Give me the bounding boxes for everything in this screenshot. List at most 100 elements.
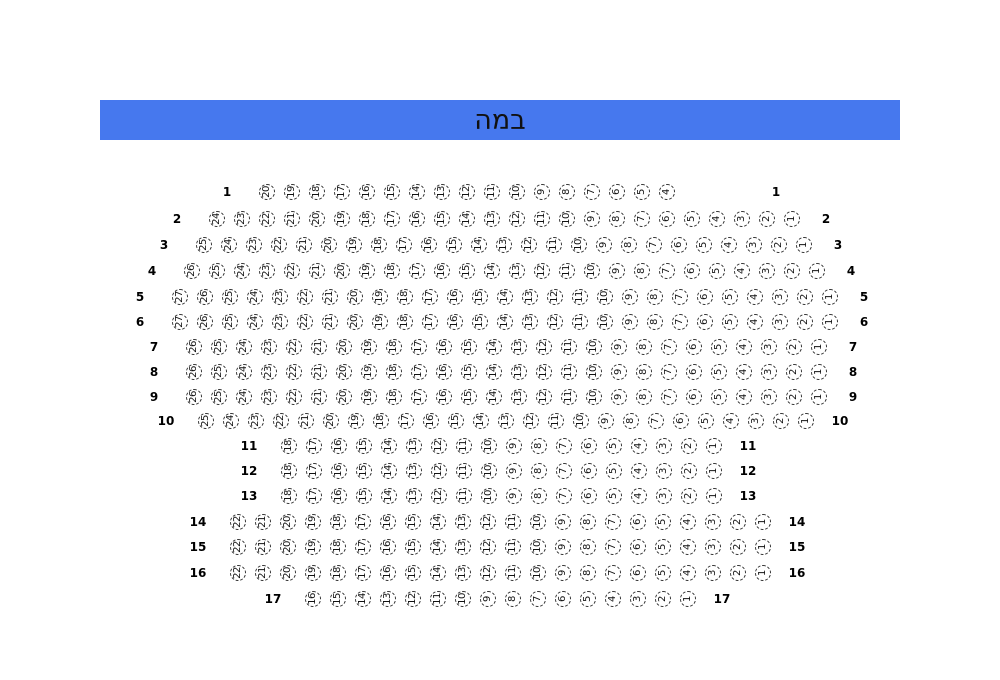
seat-row-3-7[interactable]: 7 bbox=[646, 237, 662, 253]
seat-row-3-13[interactable]: 13 bbox=[496, 237, 512, 253]
seat-row-14-14[interactable]: 14 bbox=[430, 514, 446, 530]
seat-row-2-5[interactable]: 5 bbox=[684, 211, 700, 227]
seat-row-11-10[interactable]: 10 bbox=[481, 438, 497, 454]
seat-row-9-11[interactable]: 11 bbox=[561, 389, 577, 405]
seat-row-10-19[interactable]: 19 bbox=[348, 413, 364, 429]
seat-row-2-6[interactable]: 6 bbox=[659, 211, 675, 227]
seat-row-15-9[interactable]: 9 bbox=[555, 539, 571, 555]
seat-row-14-9[interactable]: 9 bbox=[555, 514, 571, 530]
seat-row-9-3[interactable]: 3 bbox=[761, 389, 777, 405]
seat-row-9-22[interactable]: 22 bbox=[286, 389, 302, 405]
seat-row-5-13[interactable]: 13 bbox=[522, 289, 538, 305]
seat-row-2-16[interactable]: 16 bbox=[409, 211, 425, 227]
seat-row-6-13[interactable]: 13 bbox=[522, 314, 538, 330]
seat-row-14-16[interactable]: 16 bbox=[380, 514, 396, 530]
seat-row-1-11[interactable]: 11 bbox=[484, 184, 500, 200]
seat-row-2-14[interactable]: 14 bbox=[459, 211, 475, 227]
seat-row-12-7[interactable]: 7 bbox=[556, 463, 572, 479]
seat-row-17-9[interactable]: 9 bbox=[480, 591, 496, 607]
seat-row-11-1[interactable]: 1 bbox=[706, 438, 722, 454]
seat-row-13-14[interactable]: 14 bbox=[381, 488, 397, 504]
seat-row-13-11[interactable]: 11 bbox=[456, 488, 472, 504]
seat-row-9-13[interactable]: 13 bbox=[511, 389, 527, 405]
seat-row-16-2[interactable]: 2 bbox=[730, 565, 746, 581]
seat-row-12-11[interactable]: 11 bbox=[456, 463, 472, 479]
seat-row-14-17[interactable]: 17 bbox=[355, 514, 371, 530]
seat-row-16-14[interactable]: 14 bbox=[430, 565, 446, 581]
seat-row-4-19[interactable]: 19 bbox=[359, 263, 375, 279]
seat-row-10-2[interactable]: 2 bbox=[773, 413, 789, 429]
seat-row-4-13[interactable]: 13 bbox=[509, 263, 525, 279]
seat-row-14-5[interactable]: 5 bbox=[655, 514, 671, 530]
seat-row-1-20[interactable]: 20 bbox=[259, 184, 275, 200]
seat-row-4-16[interactable]: 16 bbox=[434, 263, 450, 279]
seat-row-4-9[interactable]: 9 bbox=[609, 263, 625, 279]
seat-row-9-26[interactable]: 26 bbox=[186, 389, 202, 405]
seat-row-6-26[interactable]: 26 bbox=[197, 314, 213, 330]
seat-row-6-23[interactable]: 23 bbox=[272, 314, 288, 330]
seat-row-2-3[interactable]: 3 bbox=[734, 211, 750, 227]
seat-row-7-15[interactable]: 15 bbox=[461, 339, 477, 355]
seat-row-10-6[interactable]: 6 bbox=[673, 413, 689, 429]
seat-row-8-10[interactable]: 10 bbox=[586, 364, 602, 380]
seat-row-11-11[interactable]: 11 bbox=[456, 438, 472, 454]
seat-row-6-18[interactable]: 18 bbox=[397, 314, 413, 330]
seat-row-5-20[interactable]: 20 bbox=[347, 289, 363, 305]
seat-row-6-25[interactable]: 25 bbox=[222, 314, 238, 330]
seat-row-15-8[interactable]: 8 bbox=[580, 539, 596, 555]
seat-row-14-13[interactable]: 13 bbox=[455, 514, 471, 530]
seat-row-8-3[interactable]: 3 bbox=[761, 364, 777, 380]
seat-row-7-14[interactable]: 14 bbox=[486, 339, 502, 355]
seat-row-7-22[interactable]: 22 bbox=[286, 339, 302, 355]
seat-row-3-6[interactable]: 6 bbox=[671, 237, 687, 253]
seat-row-14-22[interactable]: 22 bbox=[230, 514, 246, 530]
seat-row-8-6[interactable]: 6 bbox=[686, 364, 702, 380]
seat-row-7-25[interactable]: 25 bbox=[211, 339, 227, 355]
seat-row-4-2[interactable]: 2 bbox=[784, 263, 800, 279]
seat-row-2-24[interactable]: 24 bbox=[209, 211, 225, 227]
seat-row-15-14[interactable]: 14 bbox=[430, 539, 446, 555]
seat-row-13-4[interactable]: 4 bbox=[631, 488, 647, 504]
seat-row-7-2[interactable]: 2 bbox=[786, 339, 802, 355]
seat-row-13-3[interactable]: 3 bbox=[656, 488, 672, 504]
seat-row-4-21[interactable]: 21 bbox=[309, 263, 325, 279]
seat-row-15-19[interactable]: 19 bbox=[305, 539, 321, 555]
seat-row-5-21[interactable]: 21 bbox=[322, 289, 338, 305]
seat-row-1-17[interactable]: 17 bbox=[334, 184, 350, 200]
seat-row-5-19[interactable]: 19 bbox=[372, 289, 388, 305]
seat-row-11-14[interactable]: 14 bbox=[381, 438, 397, 454]
seat-row-1-14[interactable]: 14 bbox=[409, 184, 425, 200]
seat-row-9-2[interactable]: 2 bbox=[786, 389, 802, 405]
seat-row-3-11[interactable]: 11 bbox=[546, 237, 562, 253]
seat-row-1-10[interactable]: 10 bbox=[509, 184, 525, 200]
seat-row-16-10[interactable]: 10 bbox=[530, 565, 546, 581]
seat-row-7-11[interactable]: 11 bbox=[561, 339, 577, 355]
seat-row-13-10[interactable]: 10 bbox=[481, 488, 497, 504]
seat-row-2-13[interactable]: 13 bbox=[484, 211, 500, 227]
seat-row-10-20[interactable]: 20 bbox=[323, 413, 339, 429]
seat-row-17-14[interactable]: 14 bbox=[355, 591, 371, 607]
seat-row-17-5[interactable]: 5 bbox=[580, 591, 596, 607]
seat-row-2-8[interactable]: 8 bbox=[609, 211, 625, 227]
seat-row-13-17[interactable]: 17 bbox=[306, 488, 322, 504]
seat-row-9-14[interactable]: 14 bbox=[486, 389, 502, 405]
seat-row-9-21[interactable]: 21 bbox=[311, 389, 327, 405]
seat-row-2-19[interactable]: 19 bbox=[334, 211, 350, 227]
seat-row-3-19[interactable]: 19 bbox=[346, 237, 362, 253]
seat-row-11-3[interactable]: 3 bbox=[656, 438, 672, 454]
seat-row-12-16[interactable]: 16 bbox=[331, 463, 347, 479]
seat-row-8-20[interactable]: 20 bbox=[336, 364, 352, 380]
seat-row-2-15[interactable]: 15 bbox=[434, 211, 450, 227]
seat-row-16-17[interactable]: 17 bbox=[355, 565, 371, 581]
seat-row-6-27[interactable]: 27 bbox=[172, 314, 188, 330]
seat-row-14-10[interactable]: 10 bbox=[530, 514, 546, 530]
seat-row-17-13[interactable]: 13 bbox=[380, 591, 396, 607]
seat-row-2-9[interactable]: 9 bbox=[584, 211, 600, 227]
seat-row-12-1[interactable]: 1 bbox=[706, 463, 722, 479]
seat-row-5-23[interactable]: 23 bbox=[272, 289, 288, 305]
seat-row-6-1[interactable]: 1 bbox=[822, 314, 838, 330]
seat-row-10-4[interactable]: 4 bbox=[723, 413, 739, 429]
seat-row-4-22[interactable]: 22 bbox=[284, 263, 300, 279]
seat-row-16-6[interactable]: 6 bbox=[630, 565, 646, 581]
seat-row-8-8[interactable]: 8 bbox=[636, 364, 652, 380]
